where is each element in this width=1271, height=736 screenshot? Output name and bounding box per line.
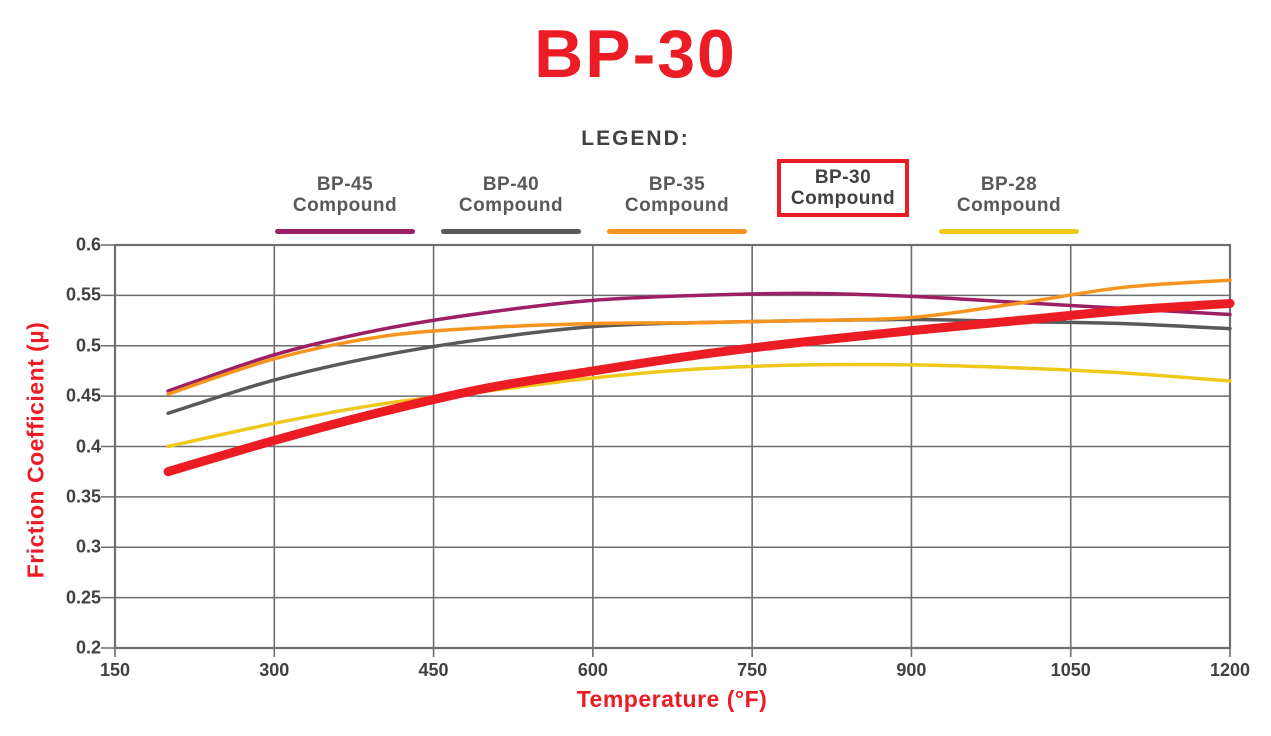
y-tick-label: 0.6 — [75, 234, 101, 255]
legend-color-bar — [939, 229, 1079, 234]
series-line-bp-30-compound — [163, 298, 1235, 477]
legend-color-bar — [441, 229, 581, 234]
series-line-bp-45-compound — [166, 291, 1232, 393]
page-title: BP-30 — [534, 16, 737, 92]
x-tick-label: 300 — [259, 660, 290, 680]
x-tick-label: 900 — [896, 660, 927, 680]
y-tick-label: 0.4 — [75, 436, 101, 456]
legend-label: BP-40 Compound — [445, 166, 577, 224]
legend-sub: Compound — [956, 195, 1062, 216]
y-tick-label: 0.5 — [75, 335, 101, 356]
legend-item-bp-30-selected[interactable]: BP-30 Compound — [768, 159, 918, 234]
y-tick-label: 0.3 — [75, 536, 101, 557]
legend-name: BP-28 — [980, 174, 1038, 195]
legend-sub: Compound — [292, 195, 398, 216]
legend: BP-45 Compound BP-40 Compound BP-35 Comp… — [270, 159, 1084, 234]
legend-sub: Compound — [458, 195, 564, 216]
legend-name: BP-30 — [814, 167, 872, 188]
legend-heading: LEGEND: — [581, 127, 690, 150]
x-tick-label: 600 — [577, 660, 608, 680]
plot-border — [113, 243, 1232, 650]
legend-name: BP-40 — [482, 174, 540, 195]
x-tick-label: 1200 — [1209, 660, 1251, 680]
legend-label: BP-45 Compound — [279, 166, 411, 224]
x-tick-label: 1050 — [1050, 660, 1091, 680]
selected-compound-box: BP-30 Compound — [776, 159, 910, 217]
series-line-bp-28-compound — [166, 362, 1232, 449]
legend-label: BP-28 Compound — [943, 166, 1075, 224]
legend-label: BP-35 Compound — [611, 166, 743, 224]
x-tick-label: 750 — [737, 660, 768, 680]
x-axis-title: Temperature (°F) — [576, 686, 768, 712]
legend-item-bp-45[interactable]: BP-45 Compound — [270, 166, 420, 234]
legend-item-bp-35[interactable]: BP-35 Compound — [602, 166, 752, 234]
y-tick-label: 0.35 — [65, 486, 101, 507]
x-tick-label: 450 — [418, 660, 449, 680]
y-tick-label: 0.2 — [75, 637, 101, 658]
y-tick-label: 0.25 — [65, 587, 101, 608]
legend-item-bp-28[interactable]: BP-28 Compound — [934, 166, 1084, 234]
y-tick-label: 0.45 — [65, 385, 101, 406]
x-tick-label: 150 — [99, 660, 131, 680]
legend-color-bar — [275, 229, 415, 234]
legend-color-bar — [607, 229, 747, 234]
legend-name: BP-45 — [316, 174, 374, 195]
legend-item-bp-40[interactable]: BP-40 Compound — [436, 166, 586, 234]
legend-sub: Compound — [790, 188, 896, 209]
y-tick-label: 0.55 — [65, 284, 101, 305]
series-line-bp-35-compound — [166, 278, 1232, 396]
legend-name: BP-35 — [648, 174, 706, 195]
legend-sub: Compound — [624, 195, 730, 216]
